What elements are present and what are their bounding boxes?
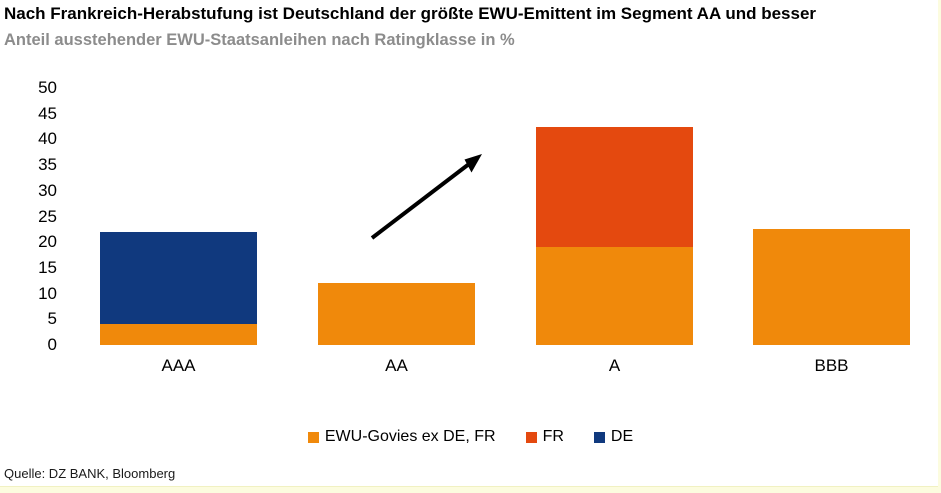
source-note: Quelle: DZ BANK, Bloomberg <box>4 466 176 481</box>
legend-label: FR <box>542 428 564 445</box>
y-tick-label: 10 <box>38 283 57 303</box>
x-tick-label-a: A <box>608 356 621 375</box>
legend-swatch-icon <box>525 431 537 443</box>
y-tick-label: 40 <box>38 129 57 149</box>
legend-item: FR <box>525 428 564 446</box>
legend-label: DE <box>610 428 634 445</box>
y-tick-label: 20 <box>38 232 57 252</box>
bar-segment-aaa-ewu-govies <box>100 324 257 345</box>
y-tick-label: 15 <box>38 257 57 277</box>
bar-segment-aa-ewu-govies <box>318 283 475 345</box>
bar-segment-aaa-de <box>100 231 257 325</box>
legend-label: EWU-Govies ex DE, FR <box>324 428 496 445</box>
x-tick-label-aaa: AAA <box>161 356 196 375</box>
right-border-band <box>938 0 941 493</box>
legend: EWU-Govies ex DE, FR FR DE <box>0 428 941 446</box>
chart-title: Nach Frankreich-Herabstufung ist Deutsch… <box>4 4 817 23</box>
y-tick-label: 50 <box>38 78 57 97</box>
legend-swatch-icon <box>307 431 319 443</box>
y-tick-label: 30 <box>38 180 57 200</box>
bar-segment-a-ewu-govies <box>536 247 693 345</box>
y-tick-label: 5 <box>47 309 57 329</box>
legend-item: DE <box>593 428 634 446</box>
legend-swatch-icon <box>593 431 605 443</box>
y-tick-label: 25 <box>38 206 57 226</box>
y-tick-label: 45 <box>38 103 57 123</box>
x-tick-label-aa: AA <box>385 356 408 375</box>
bottom-border-band <box>0 486 941 493</box>
y-tick-label: 35 <box>38 155 57 175</box>
bar-segment-a-fr <box>536 126 693 248</box>
x-tick-label-bbb: BBB <box>814 356 849 375</box>
y-tick-label: 0 <box>47 335 57 354</box>
legend-item: EWU-Govies ex DE, FR <box>307 428 496 446</box>
chart-subtitle: Anteil ausstehender EWU-Staatsanleihen n… <box>4 31 515 49</box>
bar-segment-bbb-ewu-govies <box>753 229 910 345</box>
